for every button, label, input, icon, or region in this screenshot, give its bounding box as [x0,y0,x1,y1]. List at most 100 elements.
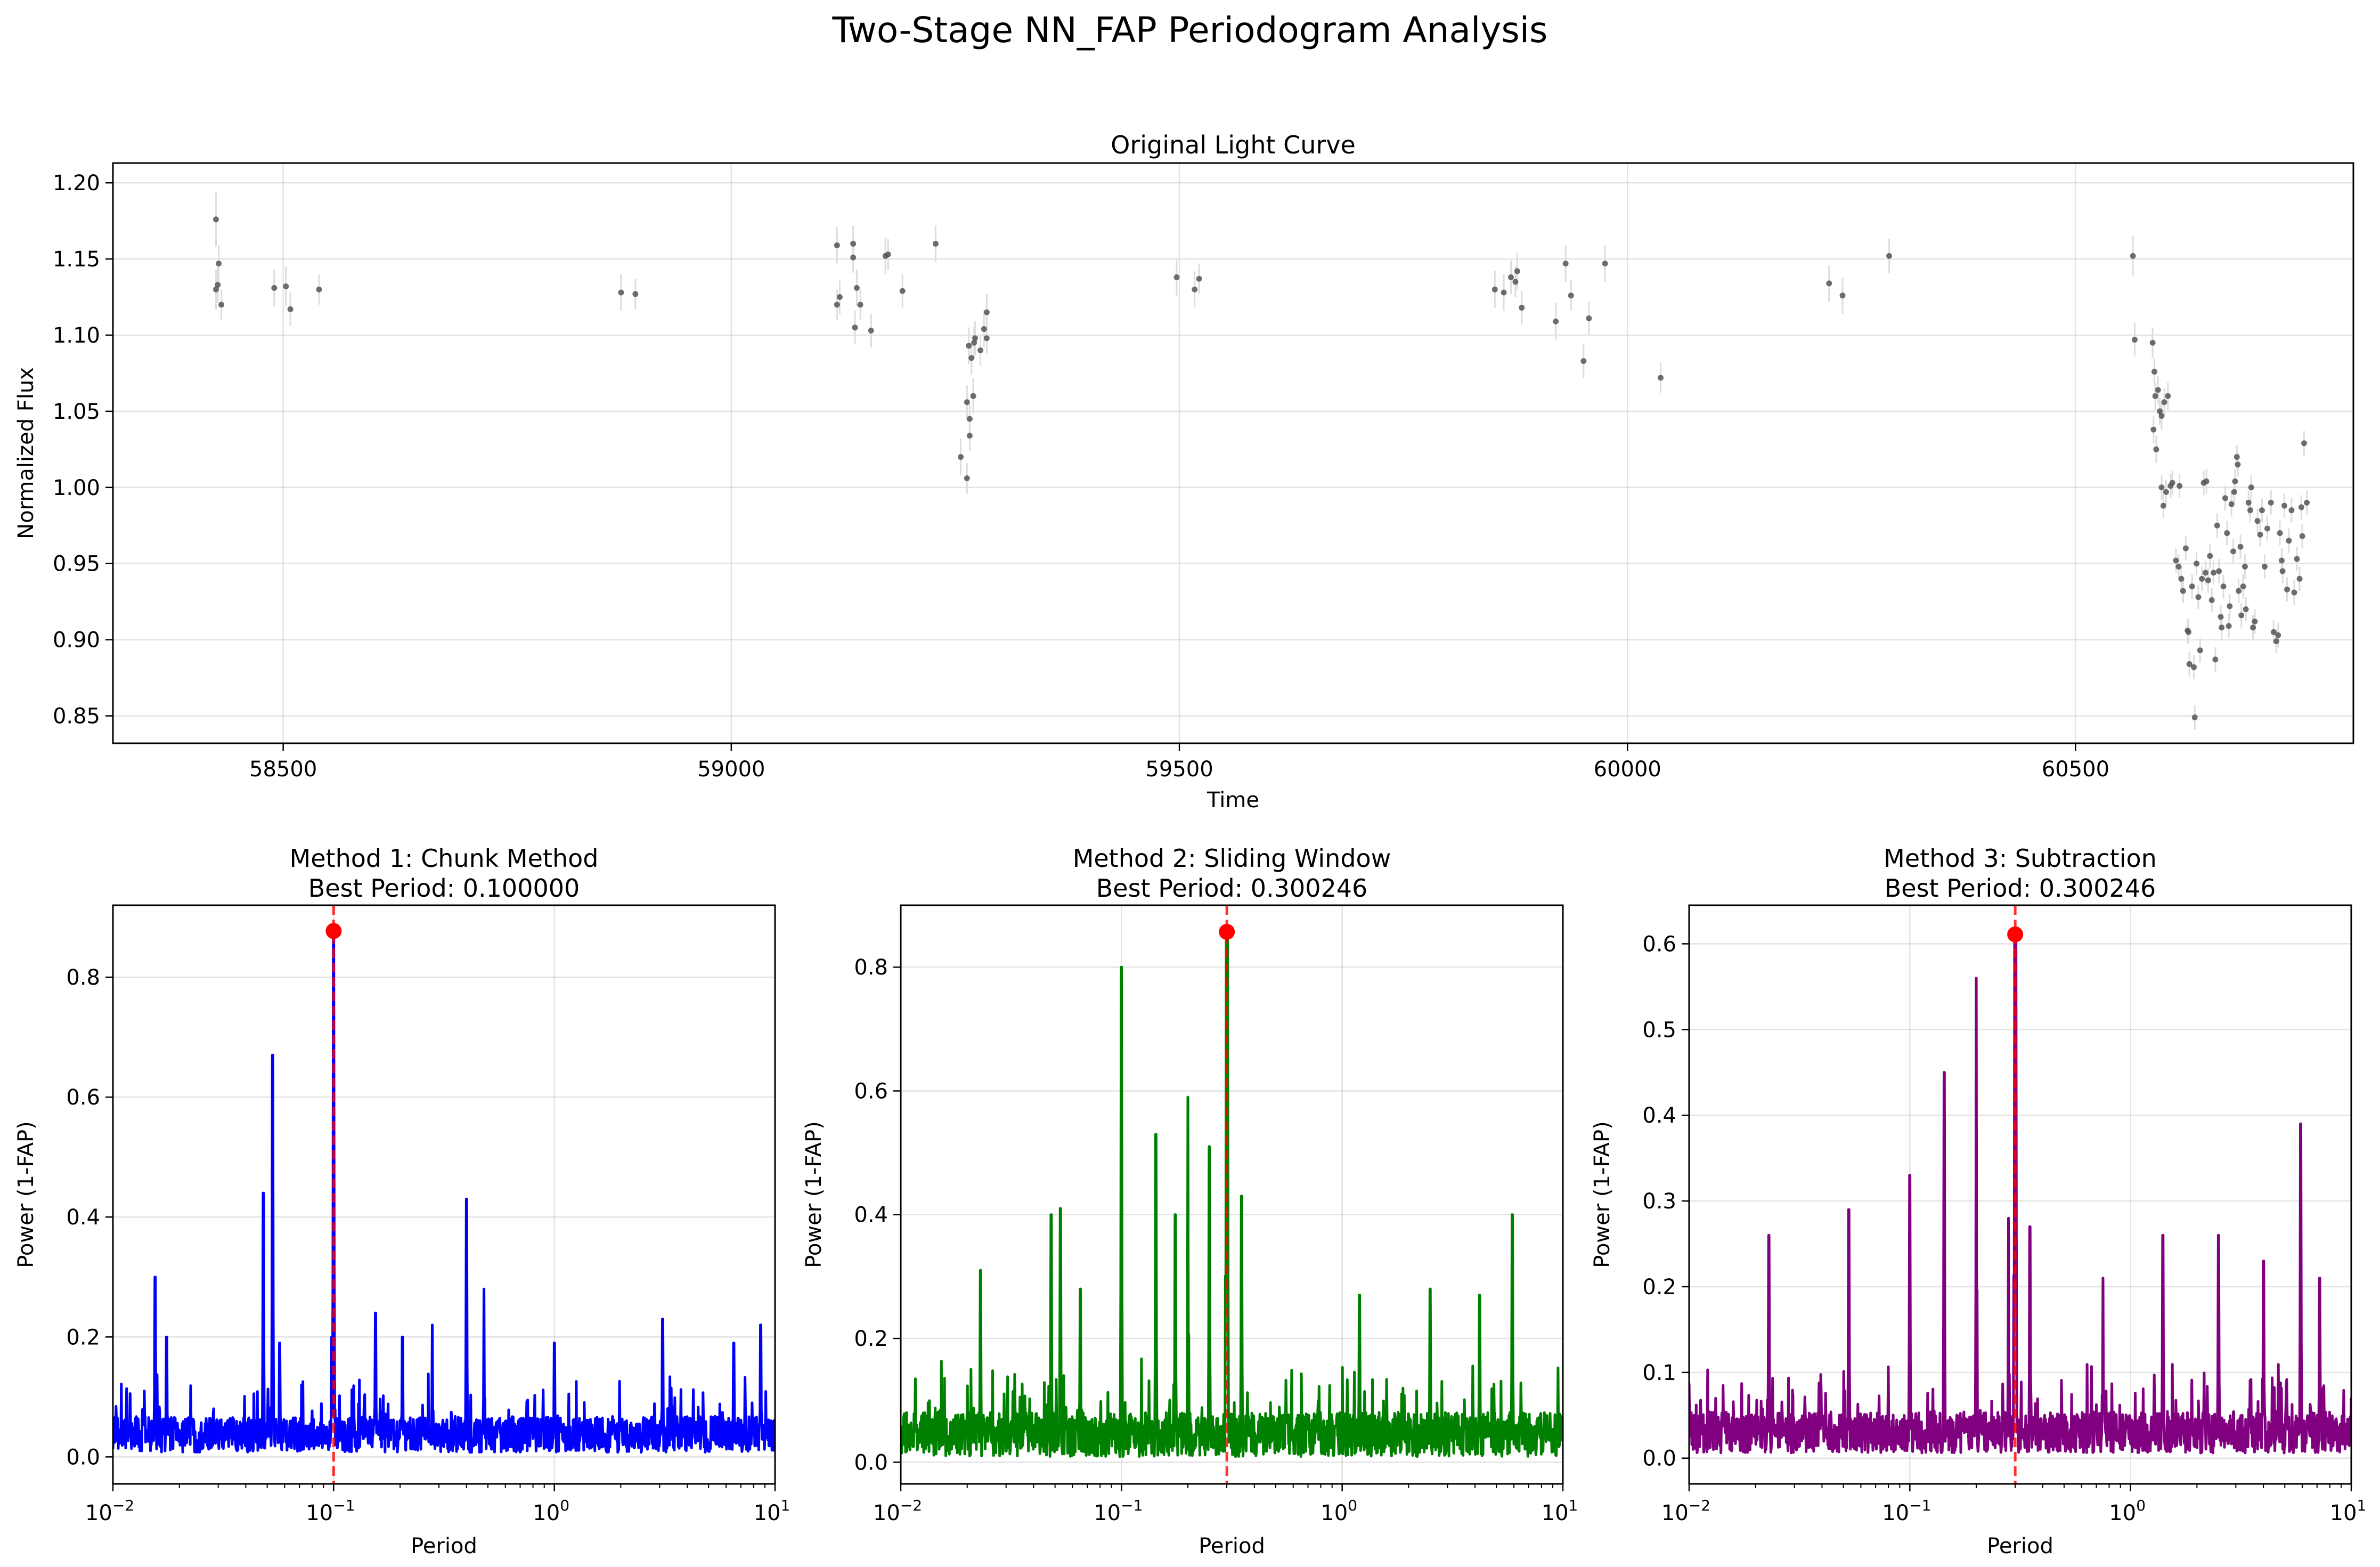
figure-title: Two-Stage NN_FAP Periodogram Analysis [832,10,1548,51]
y-tick-label: 0.8 [66,965,100,990]
data-point [271,285,278,291]
data-point [899,288,906,294]
data-point [2252,618,2258,624]
data-point [2195,594,2202,600]
x-tick-label: 10−1 [1094,1497,1143,1525]
data-point [2165,393,2171,399]
data-point [2182,545,2189,551]
data-point [2131,337,2138,343]
data-point [2228,501,2235,507]
periodogram-line [1689,933,2351,1455]
data-point [970,393,976,399]
data-point [2212,656,2219,663]
x-tick-label: 10−1 [1882,1497,1931,1525]
chart-subtitle: Best Period: 0.100000 [308,874,580,903]
data-point [283,283,289,290]
data-point [2254,518,2261,524]
data-point [1826,280,1832,287]
data-point [316,286,322,293]
data-point [2304,499,2310,506]
data-point [850,240,857,247]
x-tick-label: 59000 [697,757,765,782]
data-point [983,335,990,342]
data-point [1586,315,1592,322]
y-tick-label: 1.10 [53,323,100,348]
data-point [2194,561,2200,567]
data-point [287,306,294,312]
data-point [2238,612,2245,619]
data-point [2240,583,2246,590]
x-tick-label: 10−1 [306,1497,355,1525]
x-tick-label: 59500 [1145,757,1213,782]
data-point [977,347,984,354]
data-point [932,240,939,247]
scatter-series [213,192,2310,730]
best-period-marker [1219,923,1235,940]
axes-frame [900,904,1564,1485]
x-tick-label: 100 [533,1497,569,1525]
data-point [2160,502,2166,509]
data-point [2214,522,2220,529]
data-point [2231,489,2237,495]
data-point [2180,588,2186,594]
chart-title: Method 2: Sliding Window [1073,844,1391,873]
data-point [1514,268,1520,274]
data-point [836,294,843,301]
data-point [2248,484,2254,491]
x-axis-label: Period [1199,1534,1265,1558]
periodogram-line [901,929,1563,1458]
data-point [2158,484,2165,491]
data-point [2227,603,2233,610]
data-point [2218,614,2224,620]
data-point [2155,387,2161,393]
data-point [2235,461,2241,468]
data-point [983,309,990,315]
x-tick-label: 58500 [249,757,317,782]
x-tick-label: 101 [2330,1497,2367,1525]
data-point [2257,531,2263,538]
chart-panel-1: 58500 59000 59500 60000 60500 0.85 0.90 0.95 1.0… [14,131,2354,813]
data-point [834,242,840,248]
data-point [966,343,972,349]
periodogram-line [113,929,775,1454]
data-point [853,285,860,291]
data-point [2247,507,2254,514]
data-point [2203,478,2210,484]
data-point [2152,393,2158,399]
data-point [2163,489,2169,495]
data-point [2279,568,2286,574]
data-point [2243,606,2249,612]
data-point [218,302,225,308]
data-point [1519,305,1525,311]
data-point [834,302,840,308]
data-point [2199,575,2205,582]
data-point [1196,275,1202,282]
data-point [2230,548,2237,555]
data-point [1553,318,1559,324]
data-point [2205,577,2211,583]
axes-frame [112,162,2354,744]
y-tick-label: 0.6 [1642,932,1676,956]
data-point [2202,570,2208,576]
x-tick-label: 10−2 [85,1497,134,1525]
data-point [1568,293,1574,299]
periodogram-series [113,929,775,1454]
data-point [2232,478,2238,484]
data-point [981,326,987,332]
data-point [2277,530,2283,537]
data-point [2191,714,2198,720]
axes-frame [1688,904,2352,1485]
data-point [2149,339,2156,346]
data-point [2299,533,2305,539]
y-tick-label: 1.15 [53,247,100,272]
chart-title: Original Light Curve [1111,131,1356,159]
data-point [2224,530,2230,537]
data-point [2291,589,2297,596]
y-axis-label: Normalized Flux [14,367,38,539]
data-point [966,416,973,422]
chart-title: Method 1: Chunk Method [290,844,599,873]
chart-subtitle: Best Period: 0.300246 [1096,874,1368,903]
data-point [618,289,624,296]
